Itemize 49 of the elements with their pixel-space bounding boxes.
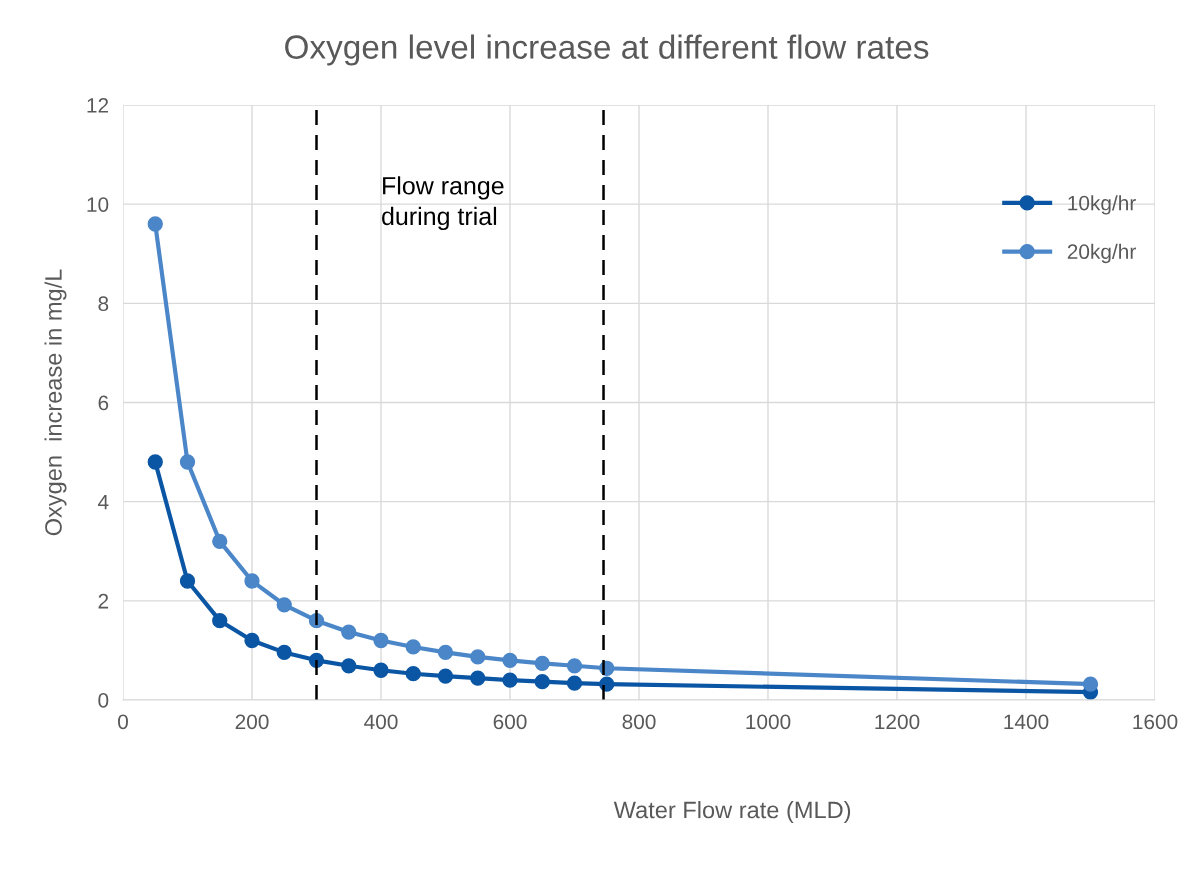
- point: [373, 662, 389, 678]
- point: [437, 644, 454, 661]
- point: [179, 573, 196, 589]
- point: [534, 674, 550, 690]
- y-tick-label: 12: [87, 98, 109, 113]
- point: [470, 649, 486, 665]
- y-tick-label: 8: [98, 296, 109, 312]
- x-tick-label: 200: [235, 714, 269, 730]
- point: [147, 454, 163, 470]
- y-axis-title: Oxygen increase in mg/L: [44, 269, 67, 536]
- y-tick-label: 4: [98, 494, 109, 510]
- point: [373, 632, 389, 649]
- x-tick-label: 1600: [1133, 714, 1178, 730]
- point: [244, 573, 260, 589]
- point: [1082, 676, 1099, 692]
- point: [179, 454, 196, 470]
- annotation: Flow range during trial: [382, 176, 504, 231]
- y-tick-label: 0: [98, 693, 109, 708]
- x-tick-label: 600: [493, 714, 527, 730]
- point: [276, 597, 292, 613]
- point: [502, 672, 518, 688]
- point: [566, 658, 583, 674]
- y-tick-label: 10: [87, 197, 109, 212]
- point: [437, 668, 454, 684]
- y-tick-label: 2: [98, 593, 109, 609]
- point: [244, 632, 260, 649]
- point: [276, 644, 292, 661]
- x-axis-title: Water Flow rate (MLD): [613, 800, 851, 823]
- chart-title: Oxygen level increase at different flow rates: [285, 34, 929, 66]
- y-tick-label: 6: [98, 395, 109, 411]
- point: [405, 639, 421, 655]
- point: [212, 613, 228, 629]
- point: [212, 533, 228, 549]
- x-tick-label: 1200: [875, 714, 920, 730]
- point: [534, 655, 550, 671]
- point: [470, 670, 486, 686]
- x-tick-label: 800: [622, 714, 656, 730]
- x-tick-label: 1400: [1004, 714, 1049, 730]
- legend-label: 10kg/hr: [1068, 195, 1136, 215]
- point: [341, 624, 357, 640]
- point: [147, 216, 163, 232]
- x-tick-label: 0: [118, 714, 128, 730]
- legend-label: 20kg/hr: [1067, 243, 1136, 264]
- point: [341, 658, 357, 674]
- x-tick-label: 1000: [746, 714, 791, 730]
- point: [405, 666, 421, 682]
- point: [566, 675, 583, 691]
- point: [502, 652, 518, 668]
- x-tick-label: 400: [364, 714, 398, 730]
